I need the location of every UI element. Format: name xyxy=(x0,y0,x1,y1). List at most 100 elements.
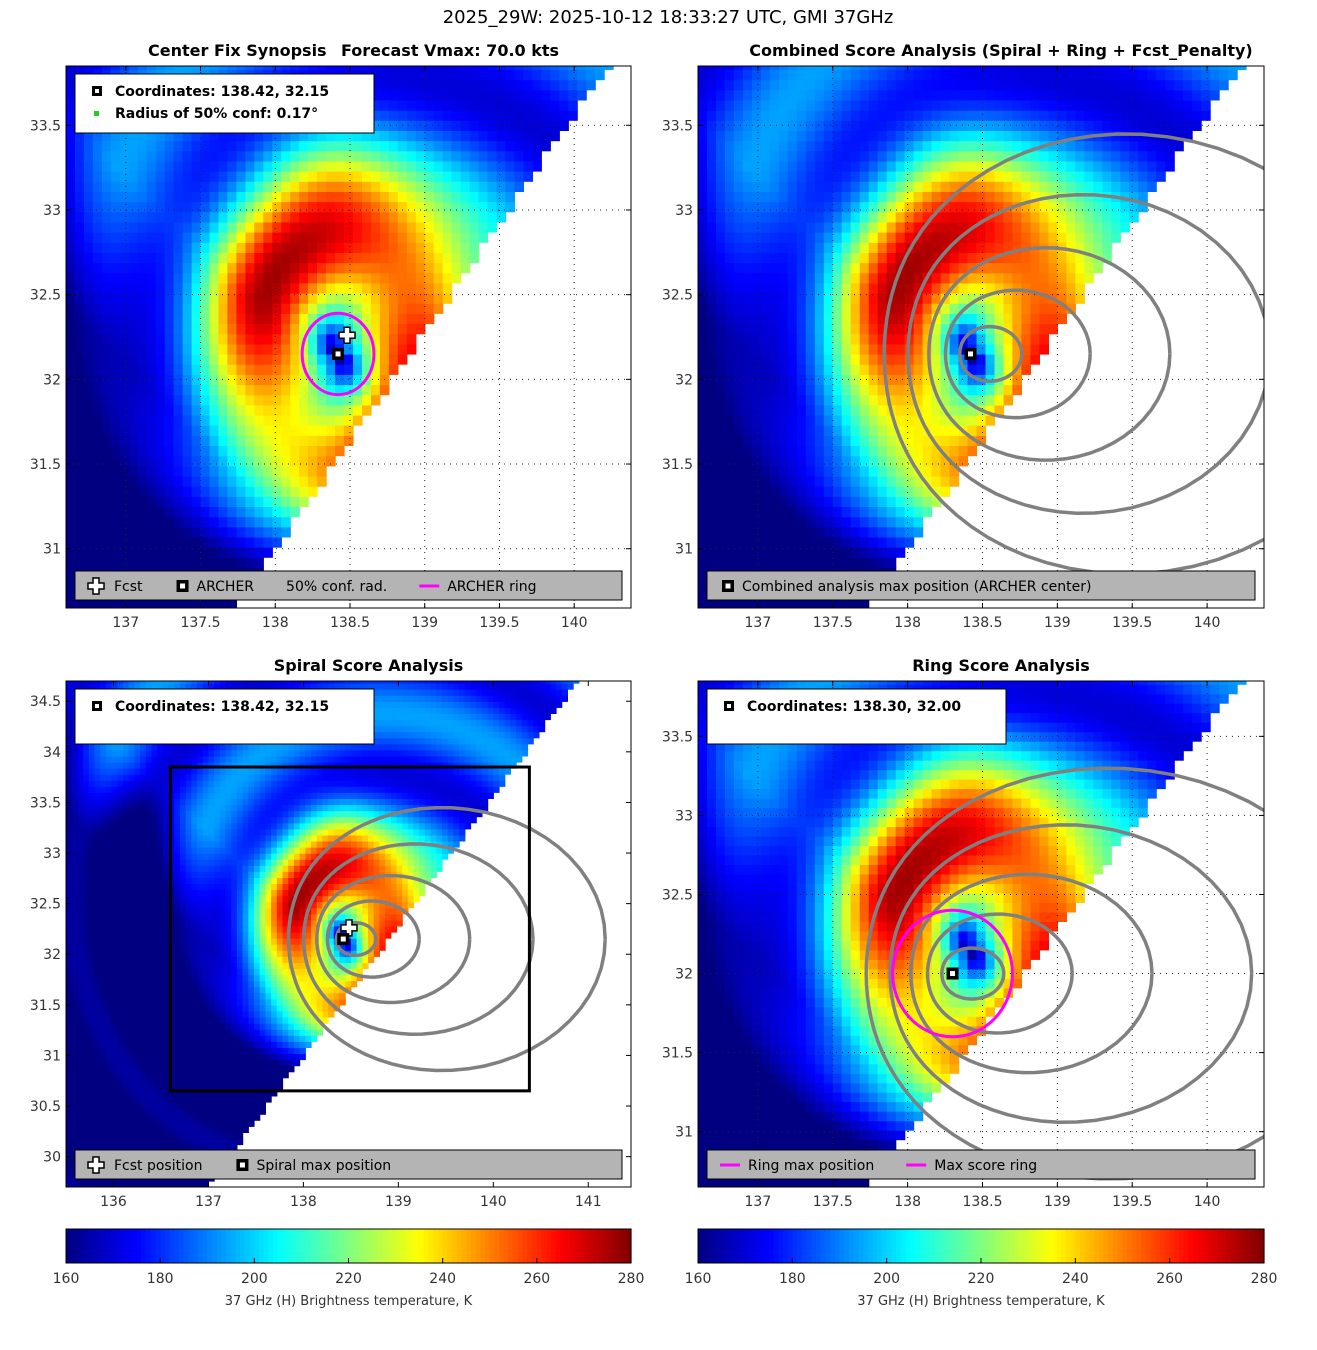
panel-title: Center Fix Synopsis xyxy=(148,41,327,60)
x-tick-label: 137 xyxy=(195,1194,222,1210)
x-tick-label: 137 xyxy=(112,615,139,631)
panel-title: Combined Score Analysis (Spiral + Ring +… xyxy=(749,41,1252,60)
y-tick-label: 31.5 xyxy=(662,1046,693,1062)
x-tick-label: 138.5 xyxy=(962,615,1002,631)
y-tick-label: 32 xyxy=(43,947,61,963)
legend-entry: ARCHER xyxy=(197,579,255,595)
x-tick-label: 139 xyxy=(411,615,438,631)
x-tick-label: 138 xyxy=(290,1194,317,1210)
info-box-center-fix: Coordinates: 138.42, 32.15 Radius of 50% … xyxy=(74,73,375,134)
colorbar-tick-label: 240 xyxy=(1062,1271,1089,1287)
legend-combined: Combined analysis max position (ARCHER c… xyxy=(706,570,1256,601)
axes-frame-combined xyxy=(697,65,1265,609)
y-tick-label: 32.5 xyxy=(30,897,61,913)
x-tick-label: 140 xyxy=(1194,1194,1221,1210)
y-tick-label: 31.5 xyxy=(30,998,61,1014)
axes-frame-center-fix xyxy=(65,65,632,609)
info-line: Coordinates: 138.42, 32.15 xyxy=(115,84,329,100)
x-tick-label: 138 xyxy=(894,1194,921,1210)
y-tick-label: 34.5 xyxy=(30,694,61,710)
x-tick-label: 137.5 xyxy=(813,615,853,631)
legend-spiral: Fcst position Spiral max position xyxy=(74,1149,623,1180)
search-box xyxy=(168,765,531,1093)
colorbar-tick-label: 160 xyxy=(53,1271,80,1287)
y-tick-label: 30 xyxy=(43,1150,61,1166)
x-tick-label: 139 xyxy=(385,1194,412,1210)
panel-ring: 137 137.5 138 138.5 139 139.5 140 31 31.5 32 32.5 3… xyxy=(662,656,1265,1210)
y-tick-label: 33 xyxy=(43,846,61,862)
axes-frame-spiral xyxy=(65,680,632,1188)
archer-marker-center-fix xyxy=(332,347,345,360)
panel-center-fix: 137 137.5 138 138.5 139 139.5 140 31 31.5 32 32.5 3… xyxy=(30,41,632,631)
colorbar-tick-label: 260 xyxy=(1156,1271,1183,1287)
heatmap-ring xyxy=(698,681,1247,1187)
y-tick-label: 33 xyxy=(675,203,693,219)
colorbar-1: 160 180 200 220 240 260 280 37 GHz (H) Brightne… xyxy=(53,1228,644,1309)
heatmap-combined xyxy=(698,66,1247,608)
x-tick-label: 137 xyxy=(745,615,772,631)
archer-marker-combined xyxy=(964,347,977,360)
colorbar-2: 160 180 200 220 240 260 280 37 GHz (H) Brightne… xyxy=(685,1228,1278,1309)
colorbar-tick-label: 180 xyxy=(147,1271,174,1287)
legend-entry: Fcst position xyxy=(114,1158,202,1174)
x-tick-label: 136 xyxy=(100,1194,127,1210)
y-tick-label: 33 xyxy=(43,203,61,219)
legend-entry: Combined analysis max position (ARCHER c… xyxy=(742,579,1091,595)
y-tick-label: 33 xyxy=(675,808,693,824)
y-tick-label: 33.5 xyxy=(30,795,61,811)
x-tick-label: 140 xyxy=(1194,615,1221,631)
conf-dot xyxy=(94,111,99,116)
legend-entry: ARCHER ring xyxy=(447,579,536,595)
y-tick-label: 31 xyxy=(43,1048,61,1064)
x-tick-label: 138 xyxy=(894,615,921,631)
y-tick-label: 33.5 xyxy=(662,729,693,745)
y-tick-label: 32.5 xyxy=(30,288,61,304)
heatmap-spiral xyxy=(66,681,580,1187)
panel-title: Ring Score Analysis xyxy=(912,656,1090,675)
archer-marker-spiral xyxy=(337,933,350,946)
x-tick-label: 138.5 xyxy=(330,615,370,631)
archer-marker-ring xyxy=(946,967,959,980)
panel-combined: 137 137.5 138 138.5 139 139.5 140 31 31.5 32 32.5 3… xyxy=(662,41,1265,631)
y-tick-label: 31.5 xyxy=(662,457,693,473)
colorbar-tick-label: 220 xyxy=(968,1271,995,1287)
x-tick-label: 138 xyxy=(262,615,289,631)
ring-center-fix xyxy=(300,311,376,397)
info-line: Radius of 50% conf: 0.17° xyxy=(115,106,318,122)
y-tick-label: 32.5 xyxy=(662,887,693,903)
y-tick-label: 31 xyxy=(675,1125,693,1141)
y-tick-label: 30.5 xyxy=(30,1099,61,1115)
colorbar-tick-label: 260 xyxy=(523,1271,550,1287)
colorbar-tick-label: 280 xyxy=(1251,1271,1278,1287)
x-tick-label: 138.5 xyxy=(962,1194,1002,1210)
x-tick-label: 137.5 xyxy=(180,615,220,631)
x-tick-label: 137 xyxy=(745,1194,772,1210)
y-tick-label: 31 xyxy=(675,542,693,558)
legend-entry: 50% conf. rad. xyxy=(286,579,387,595)
info-line: Coordinates: 138.30, 32.00 xyxy=(747,699,961,715)
y-tick-label: 33.5 xyxy=(662,118,693,134)
legend-center-fix: Fcst ARCHER 50% conf. rad. ARCHER ring xyxy=(74,570,623,601)
colorbar-tick-label: 220 xyxy=(335,1271,362,1287)
panel-spiral: 136 137 138 139 140 141 30 30.5 31 31.5 32 32.5 33 33… xyxy=(30,656,632,1210)
x-tick-label: 139.5 xyxy=(1112,615,1152,631)
x-tick-label: 139.5 xyxy=(479,615,519,631)
legend-entry: Fcst xyxy=(114,579,143,595)
x-tick-label: 139 xyxy=(1044,615,1071,631)
legend-entry: Ring max position xyxy=(748,1158,874,1174)
y-tick-label: 32.5 xyxy=(662,288,693,304)
y-tick-label: 31 xyxy=(43,542,61,558)
y-tick-label: 31.5 xyxy=(30,457,61,473)
ring-ring xyxy=(891,908,1014,1039)
y-tick-label: 32 xyxy=(43,372,61,388)
panel-subtitle: Forecast Vmax: 70.0 kts xyxy=(341,41,559,60)
x-tick-label: 137.5 xyxy=(813,1194,853,1210)
colorbar-tick-label: 160 xyxy=(685,1271,712,1287)
legend-ring: Ring max position Max score ring xyxy=(706,1149,1256,1180)
colorbar-tick-label: 200 xyxy=(873,1271,900,1287)
panel-title: Spiral Score Analysis xyxy=(274,656,464,675)
x-tick-label: 139.5 xyxy=(1112,1194,1152,1210)
y-tick-label: 32 xyxy=(675,372,693,388)
legend-entry: Max score ring xyxy=(934,1158,1037,1174)
y-tick-label: 32 xyxy=(675,967,693,983)
